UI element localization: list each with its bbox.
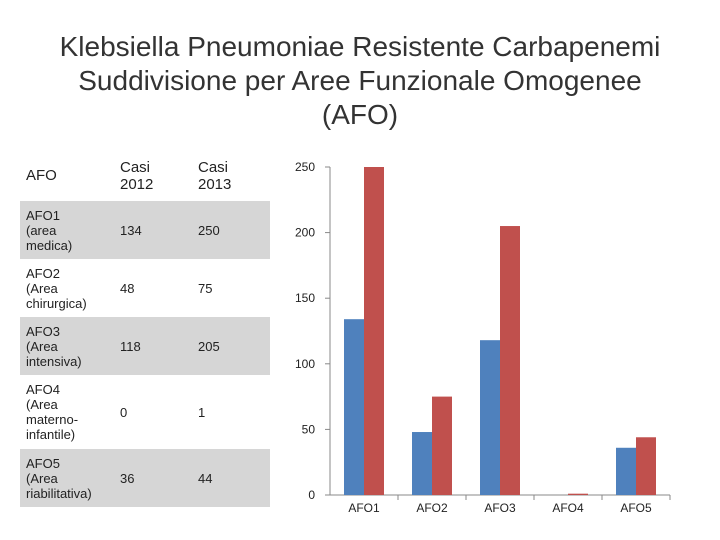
cell-casi-2013: 205 (192, 317, 270, 375)
cell-afo: AFO2 (Area chirurgica) (20, 259, 114, 317)
table-row: AFO5 (Area riabilitativa) 36 44 (20, 449, 270, 507)
cell-afo: AFO3 (Area intensiva) (20, 317, 114, 375)
x-axis-ticks: AFO1 AFO2 AFO3 AFO4 AFO5 (348, 495, 671, 515)
cell-afo: AFO1 (area medica) (20, 201, 114, 259)
header-casi-2013: Casi 2013 (192, 150, 270, 201)
header-afo: AFO (26, 167, 57, 184)
cell-casi-2013: 1 (192, 375, 270, 449)
x-tick-label: AFO5 (620, 501, 652, 515)
y-tick-label: 250 (295, 160, 315, 174)
x-tick-label: AFO3 (484, 501, 516, 515)
cell-afo: AFO5 (Area riabilitativa) (20, 449, 114, 507)
y-tick-label: 100 (295, 357, 315, 371)
slide-title: Klebsiella Pneumoniae Resistente Carbape… (0, 30, 720, 132)
bar-afo4-casi-2013 (568, 493, 588, 495)
cell-casi-2012: 0 (114, 375, 192, 449)
cell-casi-2012: 134 (114, 201, 192, 259)
cell-casi-2013: 44 (192, 449, 270, 507)
title-line-3: (AFO) (321, 99, 399, 130)
x-tick-label: AFO2 (416, 501, 448, 515)
cell-casi-2012: 118 (114, 317, 192, 375)
y-axis-ticks: 0 50 100 150 200 250 (295, 160, 330, 502)
table-row: AFO2 (Area chirurgica) 48 75 (20, 259, 270, 317)
header-casi-2012-text: Casi 2012 (120, 158, 154, 193)
table-row: AFO3 (Area intensiva) 118 205 (20, 317, 270, 375)
title-line-1: Klebsiella Pneumoniae Resistente Carbape… (59, 31, 661, 62)
bar-afo3-casi-2013 (500, 226, 520, 495)
bar-afo3-casi-2012 (480, 340, 500, 495)
y-tick-label: 0 (308, 488, 315, 502)
cases-table: AFO Casi 2012 Casi 2013 AFO1 (area medica) 1… (20, 150, 270, 507)
cell-casi-2012: 48 (114, 259, 192, 317)
y-tick-label: 200 (295, 226, 315, 240)
cell-casi-2013: 250 (192, 201, 270, 259)
bar-afo1-casi-2013 (364, 167, 384, 495)
header-casi-2012: Casi 2012 (114, 150, 192, 201)
bars-group (344, 167, 656, 495)
bar-afo5-casi-2013 (636, 437, 656, 495)
x-tick-label: AFO1 (348, 501, 380, 515)
table-row: AFO4 (Area materno-infantile) 0 1 (20, 375, 270, 449)
x-tick-label: AFO4 (552, 501, 584, 515)
bar-afo2-casi-2013 (432, 396, 452, 495)
y-tick-label: 50 (302, 422, 316, 436)
bar-afo5-casi-2012 (616, 447, 636, 495)
bar-afo1-casi-2012 (344, 319, 364, 495)
header-casi-2013-text: Casi 2013 (198, 158, 232, 193)
table-header-row: AFO Casi 2012 Casi 2013 (20, 150, 270, 201)
cell-afo: AFO4 (Area materno-infantile) (20, 375, 114, 449)
cell-casi-2012: 36 (114, 449, 192, 507)
title-line-2: Suddivisione per Aree Funzionale Omogene… (78, 65, 642, 96)
cell-casi-2013: 75 (192, 259, 270, 317)
table-row: AFO1 (area medica) 134 250 (20, 201, 270, 259)
bar-afo2-casi-2012 (412, 432, 432, 495)
y-tick-label: 150 (295, 291, 315, 305)
bar-chart: 0 50 100 150 200 250 AFO1 AFO2 AFO3 AFO4 AFO5 (295, 160, 671, 515)
